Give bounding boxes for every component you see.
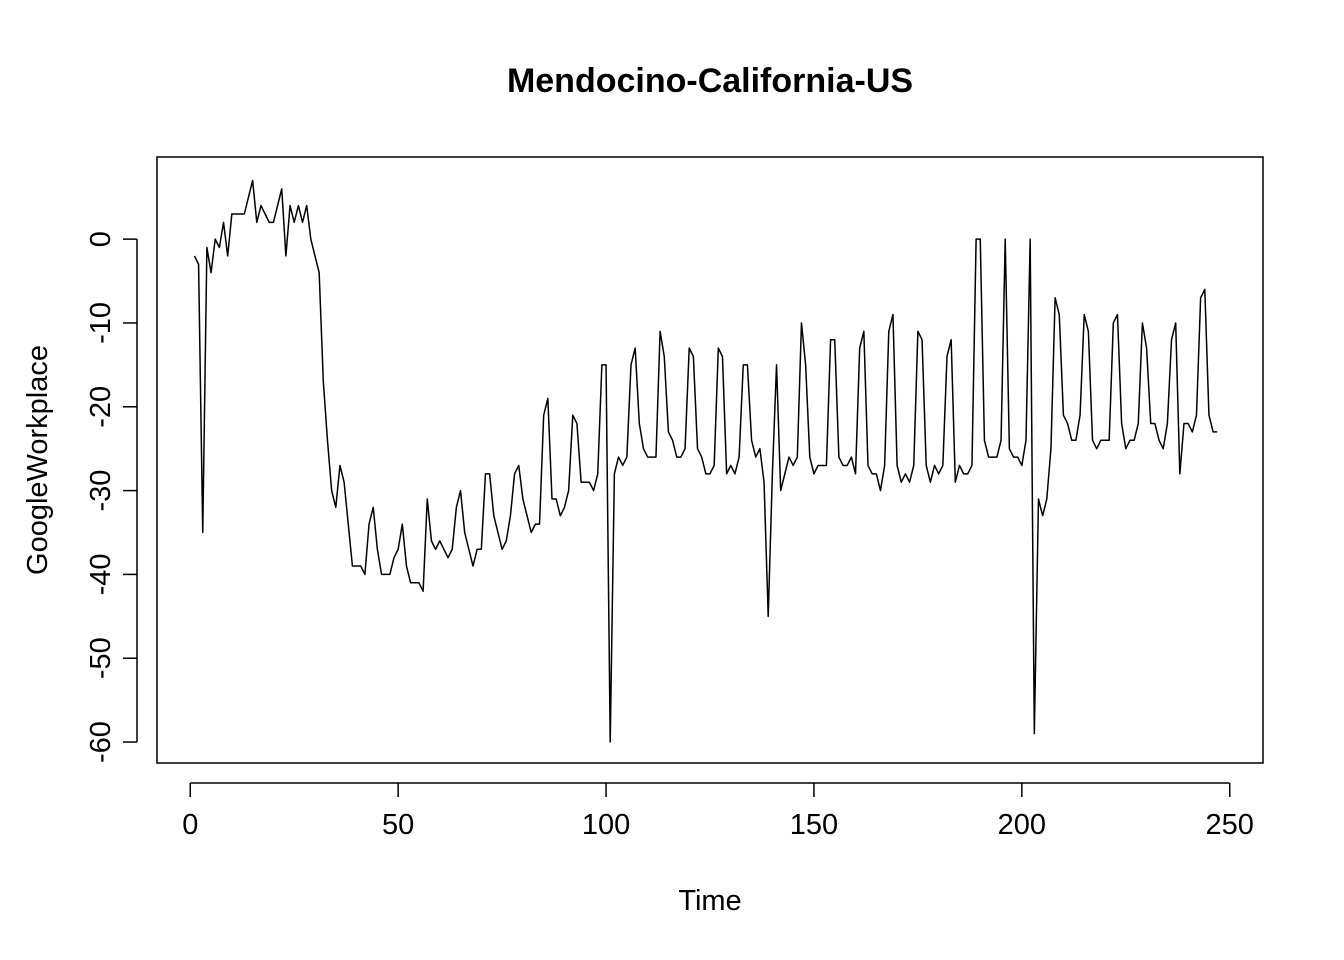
x-tick-label: 50 bbox=[382, 809, 414, 841]
y-tick-label: 0 bbox=[85, 231, 117, 247]
chart-title: Mendocino-California-US bbox=[507, 62, 913, 100]
y-tick-label: -30 bbox=[85, 470, 117, 512]
series-line bbox=[193, 179, 1218, 743]
x-tick-label: 200 bbox=[998, 809, 1046, 841]
y-axis: 0 -10 -20 -30 -40 -50 -60 bbox=[85, 231, 138, 763]
x-tick-label: 150 bbox=[790, 809, 838, 841]
x-tick-label: 100 bbox=[582, 809, 630, 841]
plot-area-frame bbox=[156, 156, 1264, 764]
x-tick-label: 0 bbox=[182, 809, 198, 841]
y-tick-label: -20 bbox=[85, 386, 117, 428]
y-tick-label: -50 bbox=[85, 637, 117, 679]
x-axis: 0 50 100 150 200 250 bbox=[182, 782, 1254, 841]
x-tick-label: 250 bbox=[1206, 809, 1254, 841]
x-axis-label: Time bbox=[678, 885, 741, 917]
y-tick-label: -40 bbox=[85, 553, 117, 595]
y-tick-label: -60 bbox=[85, 721, 117, 763]
y-axis-label: GoogleWorkplace bbox=[22, 345, 54, 575]
y-tick-label: -10 bbox=[85, 302, 117, 344]
